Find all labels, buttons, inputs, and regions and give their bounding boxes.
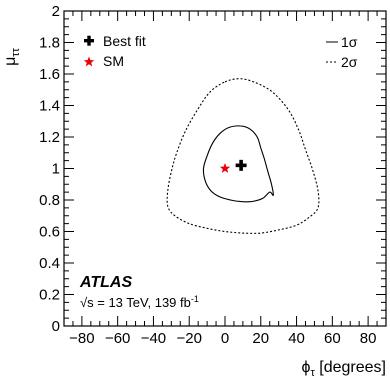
tick-labels: −80 −60 −40 −20 0 20 40 60 80 0 0.2 0.4 0.6 0.8 1 1.2 1.… xyxy=(39,3,376,347)
legend-sm-label: SM xyxy=(103,53,124,69)
y-axis-label-sub: ττ xyxy=(10,47,22,56)
y-tick-label: 1.2 xyxy=(39,129,60,146)
y-tick-label: 0.4 xyxy=(39,255,60,272)
contour-2sigma xyxy=(166,78,320,234)
energy-label: √s = 13 TeV, 139 fb-1 xyxy=(80,294,199,310)
legend-sm-marker xyxy=(83,56,95,67)
y-tick-label: 0 xyxy=(52,318,60,335)
y-axis-label-main: μ xyxy=(2,57,19,66)
y-tick-label: 1.6 xyxy=(39,66,60,83)
x-tick-label: −60 xyxy=(105,330,130,347)
y-tick-label: 0.2 xyxy=(39,287,60,304)
energy-label-sup: -1 xyxy=(191,294,199,304)
axis-ticks xyxy=(63,10,387,327)
y-tick-label: 1.8 xyxy=(39,35,60,52)
legend-best-fit-marker xyxy=(84,35,94,46)
best-fit-marker xyxy=(235,159,247,171)
energy-label-main: √s = 13 TeV, 139 fb xyxy=(80,295,191,310)
y-tick-label: 1.4 xyxy=(39,98,60,115)
markers xyxy=(219,159,247,173)
legend-right: 1σ 2σ xyxy=(326,34,358,70)
y-tick-label: 2 xyxy=(52,3,60,20)
x-tick-label: −80 xyxy=(69,330,94,347)
x-axis-label-unit: [degrees] xyxy=(315,359,386,376)
y-axis-label: μττ xyxy=(2,47,22,66)
y-tick-label: 1 xyxy=(52,161,60,178)
atlas-label: ATLAS xyxy=(79,274,132,291)
y-tick-label: 0.8 xyxy=(39,192,60,209)
contours xyxy=(166,78,320,234)
x-axis-label: ϕτ [degrees] xyxy=(302,359,386,379)
sm-marker xyxy=(219,163,231,173)
legend-left: Best fit SM xyxy=(83,33,146,69)
x-tick-label: 40 xyxy=(288,330,305,347)
legend-1sigma-label: 1σ xyxy=(341,34,358,50)
x-tick-label: −20 xyxy=(176,330,201,347)
x-axis-label-main: ϕ xyxy=(302,359,311,376)
x-tick-label: 60 xyxy=(324,330,341,347)
x-tick-label: 0 xyxy=(221,330,229,347)
x-tick-label: 80 xyxy=(360,330,377,347)
legend-best-fit-label: Best fit xyxy=(103,33,146,49)
x-axis-label-sub: τ xyxy=(310,367,315,379)
y-tick-label: 0.6 xyxy=(39,224,60,241)
x-tick-label: 20 xyxy=(252,330,269,347)
contour-1sigma xyxy=(202,125,274,203)
x-tick-label: −40 xyxy=(141,330,166,347)
legend-2sigma-label: 2σ xyxy=(341,54,358,70)
